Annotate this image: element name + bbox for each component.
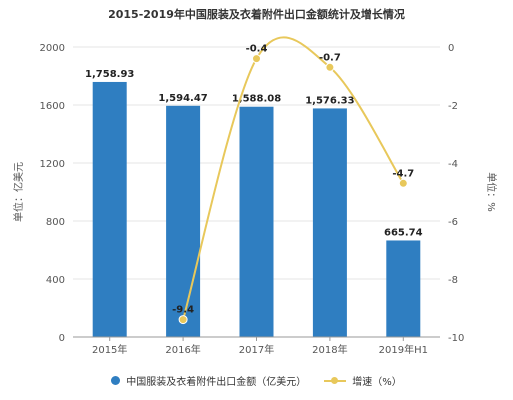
bar-value-label: 1,758.93	[85, 69, 134, 80]
legend-item-growth-rate[interactable]: 增速（%）	[324, 373, 402, 388]
y-tick-label: 800	[46, 217, 65, 228]
y-tick-label: 2000	[40, 43, 65, 54]
line-value-label: -0.4	[246, 44, 268, 55]
bar	[92, 81, 127, 338]
line-series-swatch	[324, 376, 347, 385]
y2-tick-label: -10	[448, 333, 464, 344]
y2-tick-label: 0	[448, 43, 454, 54]
combo-chart: 0 400 800 1200 1600 2000 0 -2 -4 -6 -8 -10 单位：亿美元 单位：…	[12, 36, 498, 356]
y2-tick-label: -8	[448, 275, 458, 286]
legend-label-growth-rate: 增速（%）	[352, 376, 402, 388]
y2-tick-label: -6	[448, 217, 458, 228]
line-point	[252, 54, 261, 64]
bar-value-label: 1,576.33	[305, 95, 354, 106]
x-tick-label: 2019年H1	[379, 343, 428, 356]
bar-value-label: 665.74	[384, 227, 423, 238]
bar	[312, 108, 347, 337]
y2-tick-label: -2	[448, 101, 458, 112]
bar	[239, 106, 274, 338]
chart-legend: 中国服装及衣着附件出口金额（亿美元） 增速（%）	[0, 370, 513, 390]
line-value-label: -4.7	[392, 168, 414, 179]
line-value-label: -9.4	[172, 305, 194, 316]
bar-value-label: 1,594.47	[158, 93, 207, 104]
y-tick-label: 1600	[40, 101, 65, 112]
y-axis-title: 单位：亿美元	[12, 162, 25, 222]
bar	[166, 105, 201, 337]
line-point	[325, 62, 335, 72]
chart-title: 2015-2019年中国服装及衣着附件出口金额统计及增长情况	[108, 8, 405, 21]
growth-line	[182, 36, 405, 320]
x-tick-label: 2015年	[92, 343, 127, 356]
legend-item-export-amount[interactable]: 中国服装及衣着附件出口金额（亿美元）	[111, 373, 306, 388]
x-tick-label: 2016年	[165, 343, 200, 356]
legend-label-export-amount: 中国服装及衣着附件出口金额（亿美元）	[126, 376, 307, 388]
bar-series-swatch	[111, 375, 121, 385]
y2-tick-label: -4	[448, 159, 458, 170]
y-tick-label: 0	[59, 333, 65, 344]
x-tick-label: 2018年	[312, 343, 347, 356]
y-tick-label: 400	[46, 275, 65, 286]
bar	[386, 240, 421, 337]
y2-axis-title: 单位：%	[485, 172, 498, 212]
x-tick-label: 2017年	[239, 343, 274, 356]
bar-value-label: 1,588.08	[232, 94, 281, 105]
line-point	[178, 315, 188, 325]
line-value-label: -0.7	[319, 52, 341, 63]
y-tick-label: 1200	[40, 159, 65, 170]
line-point	[398, 178, 408, 188]
